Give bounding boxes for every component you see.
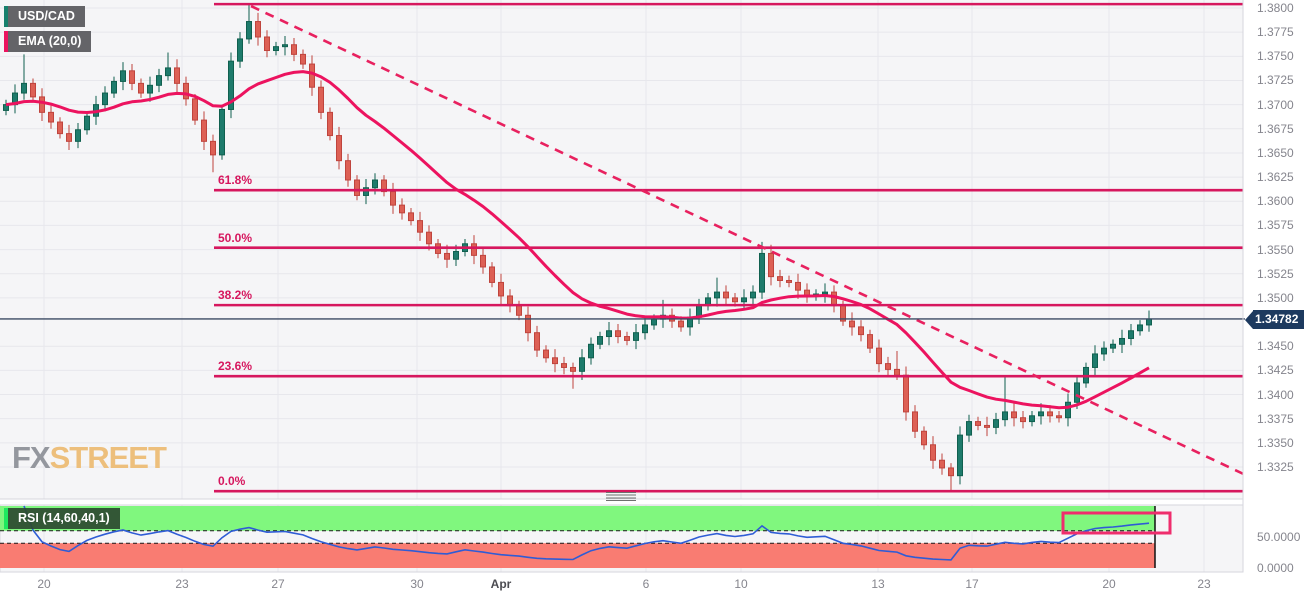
price-axis-label: 1.3625 (1257, 170, 1294, 185)
price-axis-label: 1.3700 (1257, 97, 1294, 112)
time-axis-label: 13 (871, 577, 885, 591)
fib-level-label: 50.0% (218, 230, 253, 245)
price-axis-label: 1.3675 (1257, 121, 1294, 136)
time-axis-label: Apr (490, 577, 512, 591)
rsi-axis-label: 50.0000 (1257, 530, 1301, 544)
rsi-label: RSI (14,60,40,1) (8, 508, 120, 529)
ema-line (5, 70, 1150, 410)
time-axis-label: 10 (734, 577, 748, 591)
time-axis-label: 23 (1197, 577, 1211, 591)
rsi-overbought-zone (0, 506, 1155, 531)
price-axis-label: 1.3325 (1257, 459, 1294, 474)
symbol-label: USD/CAD (8, 6, 85, 27)
price-axis-label: 1.3525 (1257, 266, 1294, 281)
fib-level-label: 38.2% (218, 288, 253, 303)
fib-level-label: 23.6% (218, 359, 253, 374)
fxstreet-logo: FXSTREET (12, 440, 167, 475)
time-axis-label: 23 (175, 577, 189, 591)
price-axis-label: 1.3725 (1257, 73, 1294, 88)
price-axis-label: 1.3650 (1257, 145, 1294, 160)
ema-color-key (4, 31, 8, 52)
fib-level-label: 0.0% (218, 474, 246, 489)
time-axis-label: 20 (1102, 577, 1116, 591)
panel-resize-handle[interactable] (606, 492, 636, 501)
fib-level-label: 61.8% (218, 173, 253, 188)
last-price-value: 1.34782 (1253, 310, 1305, 329)
price-axis-label: 1.3500 (1257, 290, 1294, 305)
rsi-oversold-zone (0, 543, 1155, 568)
price-axis-label: 1.3575 (1257, 218, 1294, 233)
fibonacci-lines (214, 2, 1243, 493)
rsi-highlight-box (1061, 511, 1172, 535)
price-axis-label: 1.3800 (1257, 1, 1294, 15)
fxstreet-logo-street: STREET (49, 440, 167, 475)
time-axis-label: 27 (271, 577, 285, 591)
descending-trendline (250, 4, 1244, 475)
price-axis-label: 1.3400 (1257, 387, 1294, 402)
price-axis-label: 1.3375 (1257, 411, 1294, 426)
rsi-axis-label: 0.0000 (1257, 561, 1294, 575)
time-axis-label: 20 (37, 577, 51, 591)
ema-label: EMA (20,0) (8, 31, 92, 52)
price-axis-label: 1.3425 (1257, 363, 1294, 378)
price-axis-label: 1.3350 (1257, 435, 1294, 450)
price-badge-arrow-icon (1245, 310, 1253, 329)
ema-badge: EMA (20,0) (4, 31, 92, 52)
price-axis-label: 1.3750 (1257, 49, 1294, 64)
symbol-badge: USD/CAD (4, 6, 85, 27)
rsi-badge: RSI (14,60,40,1) (4, 508, 120, 529)
time-axis-label: 17 (965, 577, 979, 591)
price-axis-label: 1.3775 (1257, 25, 1294, 40)
price-axis-label: 1.3450 (1257, 339, 1294, 354)
rsi-color-key (4, 508, 8, 529)
rsi-line (23, 505, 1150, 561)
fxstreet-logo-fx: FX (12, 440, 51, 475)
time-axis-label: 6 (642, 577, 650, 591)
last-price-badge: 1.34782 (1245, 310, 1305, 329)
gridlines (0, 0, 1243, 572)
price-axis-label: 1.3600 (1257, 194, 1294, 209)
time-axis-label: 30 (410, 577, 424, 591)
price-axis-label: 1.3550 (1257, 242, 1294, 257)
symbol-color-key (4, 6, 8, 27)
